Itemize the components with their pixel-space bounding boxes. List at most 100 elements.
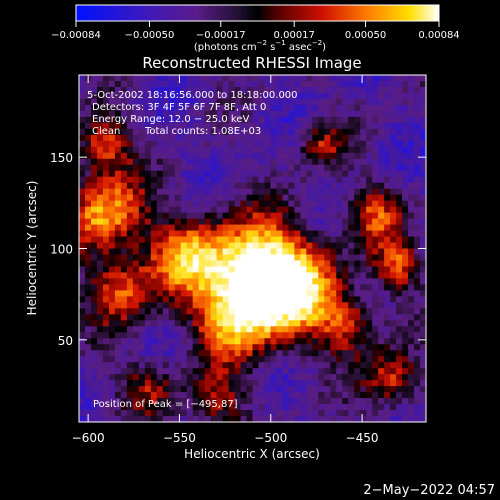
heatmap-cell xyxy=(294,188,301,196)
heatmap-cell xyxy=(378,200,385,208)
heatmap-cell xyxy=(282,290,289,297)
heatmap-cell xyxy=(156,320,164,327)
heatmap-cell xyxy=(150,374,158,381)
heatmap-cell xyxy=(342,104,349,112)
heatmap-cell xyxy=(126,188,134,196)
heatmap-cell xyxy=(162,170,170,178)
heatmap-cell xyxy=(132,350,140,357)
heatmap-cell xyxy=(378,206,385,214)
heatmap-cell xyxy=(114,272,122,280)
heatmap-cell xyxy=(276,290,284,297)
heatmap-cell xyxy=(330,230,337,238)
heatmap-cell xyxy=(324,254,331,262)
heatmap-cell xyxy=(384,140,391,148)
heatmap-cell xyxy=(354,398,361,405)
heatmap-cell xyxy=(294,338,301,345)
heatmap-cell xyxy=(324,386,331,393)
heatmap-cell xyxy=(120,260,128,268)
heatmap-cell xyxy=(150,224,158,232)
heatmap-cell xyxy=(348,134,355,142)
heatmap-cell xyxy=(102,164,110,172)
heatmap-cell xyxy=(348,104,355,112)
heatmap-cell xyxy=(84,122,92,130)
heatmap-cell xyxy=(90,362,98,369)
heatmap-cell xyxy=(288,380,295,387)
heatmap-cell xyxy=(108,194,116,202)
heatmap-cell xyxy=(282,404,289,411)
heatmap-cell xyxy=(288,296,295,303)
heatmap-cell xyxy=(246,176,254,184)
heatmap-cell xyxy=(396,248,403,256)
heatmap-cell xyxy=(156,326,164,333)
heatmap-cell xyxy=(150,254,158,262)
heatmap-cell xyxy=(150,110,158,118)
heatmap-cell xyxy=(198,146,206,154)
heatmap-cell xyxy=(126,134,134,142)
heatmap-cell xyxy=(198,182,206,190)
heatmap-cell xyxy=(210,170,218,178)
heatmap-cell xyxy=(402,200,409,208)
heatmap-cell xyxy=(79,260,86,268)
heatmap-cell xyxy=(252,200,260,208)
heatmap-cell xyxy=(126,380,134,387)
heatmap-cell xyxy=(414,338,421,345)
heatmap-cell xyxy=(264,80,272,88)
heatmap-cell xyxy=(306,338,313,345)
heatmap-cell xyxy=(342,344,349,351)
heatmap-cell xyxy=(120,194,128,202)
heatmap-cell xyxy=(276,380,284,387)
heatmap-cell xyxy=(342,284,349,291)
heatmap-cell xyxy=(318,254,325,262)
heatmap-cell xyxy=(162,242,170,250)
heatmap-cell xyxy=(132,158,140,166)
heatmap-cell xyxy=(390,338,397,345)
heatmap-cell xyxy=(210,110,218,118)
heatmap-cell xyxy=(168,116,176,124)
heatmap-cell xyxy=(79,128,86,136)
heatmap-cell xyxy=(186,410,194,417)
heatmap-cell xyxy=(234,98,242,106)
heatmap-cell xyxy=(210,104,218,112)
heatmap-cell xyxy=(180,98,188,106)
heatmap-cell xyxy=(384,356,391,363)
heatmap-cell xyxy=(108,104,116,112)
heatmap-cell xyxy=(258,140,266,148)
heatmap-cell xyxy=(372,75,379,82)
heatmap-cell xyxy=(330,152,337,160)
heatmap-cell xyxy=(282,140,289,148)
heatmap-cell xyxy=(420,398,426,405)
heatmap-cell xyxy=(414,146,421,154)
heatmap-cell xyxy=(288,314,295,321)
heatmap-cell xyxy=(126,170,134,178)
heatmap-cell xyxy=(228,350,236,357)
heatmap-cell xyxy=(408,206,415,214)
heatmap-cell xyxy=(132,254,140,262)
heatmap-cell xyxy=(264,194,272,202)
heatmap-cell xyxy=(108,350,116,357)
heatmap-cell xyxy=(330,320,337,327)
heatmap-cell xyxy=(198,104,206,112)
heatmap-cell xyxy=(420,80,426,88)
heatmap-cell xyxy=(348,356,355,363)
heatmap-cell xyxy=(312,176,319,184)
heatmap-cell xyxy=(126,80,134,88)
heatmap-cell xyxy=(378,212,385,220)
heatmap-cell xyxy=(204,398,212,405)
heatmap-cell xyxy=(384,110,391,118)
heatmap-cell xyxy=(240,368,248,375)
heatmap-cell xyxy=(324,350,331,357)
heatmap-cell xyxy=(324,380,331,387)
heatmap-cell xyxy=(270,98,278,106)
heatmap-cell xyxy=(186,260,194,268)
heatmap-cell xyxy=(402,110,409,118)
heatmap-cell xyxy=(276,140,284,148)
heatmap-cell xyxy=(90,104,98,112)
heatmap-cell xyxy=(318,164,325,172)
heatmap-cell xyxy=(132,80,140,88)
heatmap-cell xyxy=(384,272,391,280)
heatmap-cell xyxy=(156,182,164,190)
heatmap-cell xyxy=(408,158,415,166)
heatmap-cell xyxy=(384,164,391,172)
heatmap-cell xyxy=(258,362,266,369)
heatmap-cell xyxy=(300,182,307,190)
